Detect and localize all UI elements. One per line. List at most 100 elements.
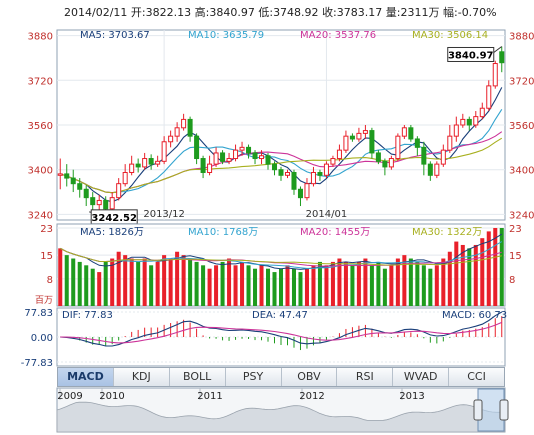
tab-macd[interactable]: MACD [58, 368, 114, 386]
header-low-label: 低: [258, 6, 274, 19]
volume-bar [421, 265, 426, 306]
tab-boll[interactable]: BOLL [170, 368, 226, 386]
header-close-label: 收: [322, 6, 337, 19]
indicator-tabs: MACD KDJ BOLL PSY OBV RSI WVAD CCI [57, 367, 505, 387]
volume-bar [389, 265, 394, 306]
volume-ma30-line [59, 247, 502, 266]
candle-body [473, 116, 479, 126]
candle-body [453, 124, 459, 137]
candle-body [239, 146, 245, 151]
volume-bar [369, 265, 374, 306]
volume-bar [272, 272, 277, 306]
candle-body [408, 127, 414, 140]
candle-body [148, 158, 154, 165]
candle-body [187, 118, 193, 137]
candle-body [90, 197, 96, 206]
volume-bar [395, 258, 400, 306]
price-tick-right: 3400 [509, 166, 534, 177]
candle-body [356, 132, 362, 140]
candle-body [207, 163, 213, 173]
candle-body [220, 152, 226, 162]
macd-legend-macd: MACD: 60.73 [442, 310, 507, 321]
navigator-handle[interactable] [473, 399, 483, 421]
candle-body [70, 177, 76, 185]
volume-bar [330, 261, 335, 306]
volume-bar [84, 265, 89, 306]
volume-bar [493, 228, 498, 306]
macd-tick-left: 0.00 [31, 333, 53, 344]
candle-body [265, 155, 271, 165]
candle-body [259, 155, 265, 160]
volume-bar [58, 248, 63, 306]
candle-body [440, 149, 446, 165]
volume-tick-left: 8 [47, 275, 53, 286]
candle-body [271, 163, 278, 171]
volume-bar [71, 258, 76, 306]
candle-body [96, 199, 102, 206]
macd-tick-left: 77.83 [24, 308, 53, 319]
price-tick-left: 3400 [28, 166, 53, 177]
candle-body [362, 130, 368, 134]
volume-bar [441, 258, 446, 306]
price-ma30-line [60, 137, 503, 194]
volume-bar [123, 255, 128, 306]
candle-body [349, 135, 355, 140]
candle-body [310, 172, 316, 185]
volume-bar [103, 261, 108, 306]
candle-body [421, 146, 427, 165]
macd-legend-dea: DEA: 47.47 [252, 310, 308, 321]
volume-bar [291, 268, 296, 306]
tab-psy[interactable]: PSY [226, 368, 282, 386]
volume-bar [207, 268, 212, 306]
date-tick-label: 2014/01 [306, 209, 348, 220]
navigator-year-label: 2010 [99, 391, 124, 402]
price-tick-left: 3720 [28, 76, 53, 87]
candle-body [64, 173, 70, 179]
candle-body [369, 130, 375, 154]
candle-body [213, 152, 219, 165]
tab-rsi[interactable]: RSI [337, 368, 394, 386]
candle-body [330, 158, 336, 165]
candle-body [83, 188, 89, 199]
volume-bar [168, 258, 173, 306]
navigator-year-label: 2012 [299, 391, 324, 402]
volume-bar [227, 258, 232, 306]
header-open: 3822.13 [145, 6, 192, 19]
candle-body [343, 135, 349, 151]
volume-bar [428, 268, 433, 306]
macd-dif-line [60, 311, 503, 347]
volume-bar [298, 272, 303, 306]
candle-body [155, 160, 161, 165]
candle-body [427, 163, 433, 176]
volume-bar [473, 244, 478, 306]
price-tick-right: 3240 [509, 210, 534, 221]
volume-tick-right: 8 [509, 275, 515, 286]
volume-bar [337, 258, 342, 306]
volume-tick-left: 23 [40, 224, 53, 235]
candle-body [401, 127, 407, 137]
candle-body [492, 63, 498, 87]
volume-bar [317, 261, 322, 306]
tab-wvad[interactable]: WVAD [393, 368, 450, 386]
volume-tick-right: 23 [509, 224, 522, 235]
volume-bar [129, 258, 134, 306]
candle-body [194, 135, 200, 160]
price-ma10-line [60, 109, 503, 194]
candle-body [252, 152, 258, 160]
candle-body [226, 158, 232, 162]
navigator-area [56, 401, 506, 433]
tab-kdj[interactable]: KDJ [114, 368, 170, 386]
tab-obv[interactable]: OBV [282, 368, 338, 386]
candle-body [414, 138, 420, 148]
header-high: 3840.97 [209, 6, 255, 19]
macd-dea-line [60, 321, 503, 344]
price-legend-ma30: MA30: 3506.14 [412, 30, 488, 41]
candle-body [135, 163, 141, 168]
candle-body [434, 163, 440, 176]
price-legend-ma5: MA5: 3703.67 [80, 30, 150, 41]
candle-body [297, 188, 303, 199]
navigator-handle[interactable] [499, 399, 509, 421]
candle-body [486, 85, 492, 109]
tab-cci[interactable]: CCI [467, 370, 486, 383]
